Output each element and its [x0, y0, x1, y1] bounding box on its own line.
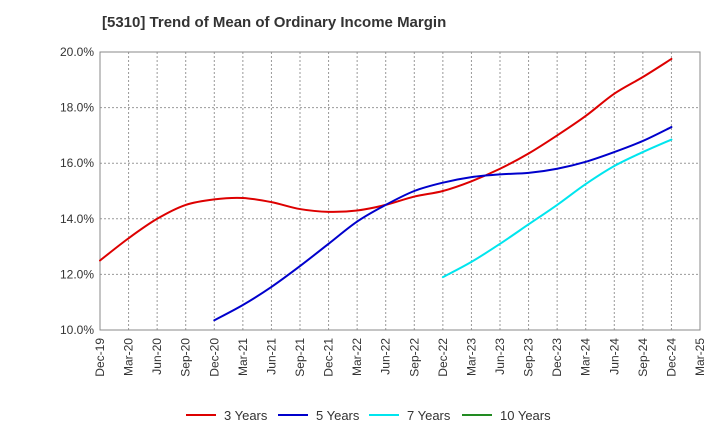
x-tick-label: Mar-23 [464, 338, 478, 376]
x-tick-label: Sep-20 [179, 338, 193, 377]
y-tick-label: 10.0% [60, 323, 94, 337]
legend-label: 5 Years [316, 408, 360, 423]
x-tick-label: Jun-20 [150, 338, 164, 375]
series-line-2 [213, 126, 673, 322]
x-tick-label: Jun-22 [379, 338, 393, 375]
x-tick-label: Mar-22 [350, 338, 364, 376]
y-tick-label: 18.0% [60, 101, 94, 115]
legend: 3 Years 5 Years 7 Years 10 Years [186, 408, 551, 423]
x-tick-label: Dec-22 [436, 338, 450, 377]
x-tick-label: Mar-25 [693, 338, 707, 376]
x-tick-label: Dec-21 [322, 338, 336, 377]
series-line-3 [441, 138, 673, 279]
x-tick-label: Sep-22 [407, 338, 421, 377]
x-tick-label: Dec-19 [93, 338, 107, 377]
plot-frame [99, 51, 701, 331]
axis-layer: 10.0% 12.0% 14.0% 16.0% 18.0% 20.0% Dec-19 Mar-… [60, 45, 707, 377]
y-tick-label: 14.0% [60, 212, 94, 226]
grid-layer [99, 51, 701, 331]
x-tick-label: Dec-23 [550, 338, 564, 377]
x-tick-label: Mar-24 [579, 338, 593, 376]
legend-label: 3 Years [224, 408, 268, 423]
x-tick-label: Sep-24 [636, 338, 650, 377]
legend-label: 7 Years [407, 408, 451, 423]
x-tick-label: Dec-24 [664, 338, 678, 377]
x-tick-label: Mar-21 [236, 338, 250, 376]
legend-label: 10 Years [500, 408, 551, 423]
y-tick-label: 20.0% [60, 45, 94, 59]
x-tick-label: Sep-23 [522, 338, 536, 377]
x-tick-label: Sep-21 [293, 338, 307, 377]
x-tick-label: Dec-20 [207, 338, 221, 377]
series-layer [99, 57, 673, 322]
y-tick-label: 12.0% [60, 267, 94, 281]
x-tick-label: Jun-21 [264, 338, 278, 375]
chart-title: [5310] Trend of Mean of Ordinary Income … [102, 14, 447, 31]
x-tick-label: Jun-24 [607, 338, 621, 375]
y-tick-label: 16.0% [60, 156, 94, 170]
x-tick-label: Jun-23 [493, 338, 507, 375]
x-tick-label: Mar-20 [122, 338, 136, 376]
